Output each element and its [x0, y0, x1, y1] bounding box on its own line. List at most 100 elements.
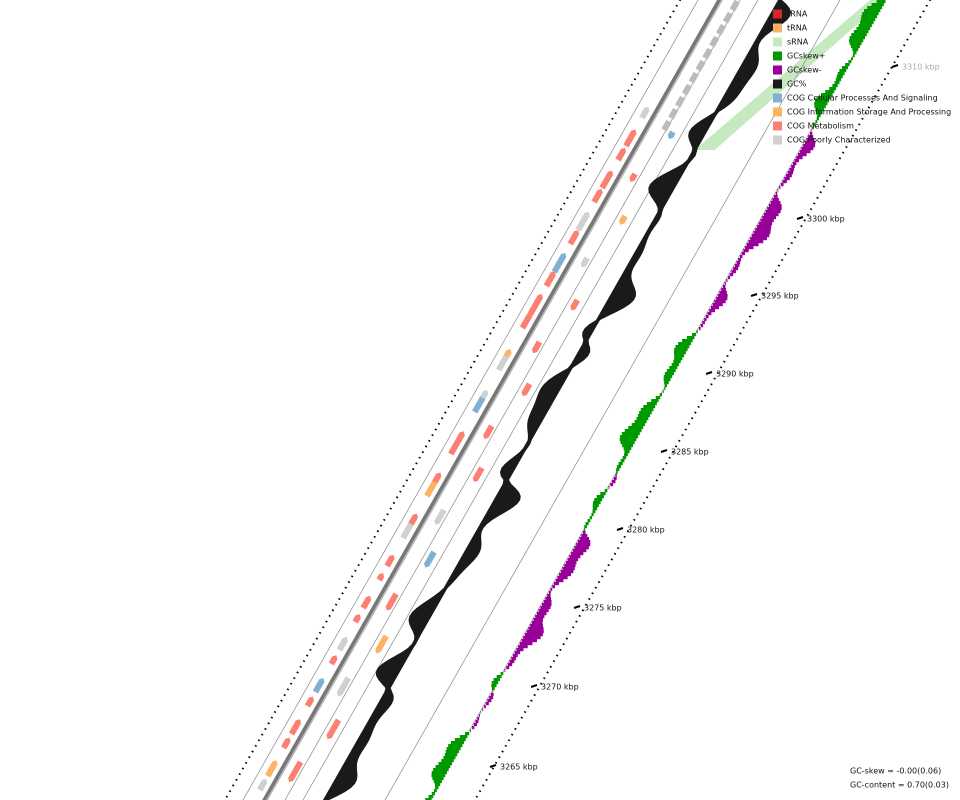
- gc-skew: [623, 447, 632, 451]
- gc-skew: [639, 411, 652, 415]
- gene: [288, 719, 302, 736]
- gc-skew: [678, 342, 691, 346]
- gc-skew: [721, 288, 726, 292]
- gc-skew: [518, 645, 528, 649]
- gene: [432, 472, 442, 484]
- gene: [336, 636, 348, 652]
- tick-label: 3280 kbp: [627, 526, 665, 535]
- gene: [304, 696, 315, 708]
- gene: [352, 614, 361, 624]
- gc-skew: [450, 741, 465, 745]
- gc-skew: [858, 24, 872, 28]
- ruler: [223, 0, 682, 800]
- gc-skew: [850, 45, 860, 49]
- tick-mark: [489, 764, 497, 768]
- gene: [480, 390, 489, 400]
- gc-skew: [809, 132, 813, 136]
- gc-skew: [550, 588, 553, 592]
- gc-skew: [664, 381, 669, 385]
- gc-skew: [738, 258, 741, 262]
- gene: [591, 188, 603, 204]
- gc-skew: [663, 375, 673, 379]
- gene: [385, 592, 399, 611]
- gc-skew: [729, 273, 734, 277]
- gc-skew: [513, 654, 518, 658]
- gc-skew: [637, 414, 651, 418]
- gc-skew: [622, 456, 627, 460]
- gc-skew: [757, 225, 772, 229]
- gc-skew: [816, 117, 819, 121]
- gene: [567, 230, 580, 246]
- gene: [360, 595, 372, 610]
- gene: [661, 119, 672, 132]
- gc-skew: [659, 393, 662, 397]
- gc-skew: [817, 96, 831, 100]
- tick-mark: [573, 605, 581, 609]
- gene: [702, 47, 713, 60]
- tick-mark: [750, 293, 758, 297]
- gc-skew: [789, 168, 794, 172]
- gc-skew: [482, 708, 484, 712]
- gc-skew: [434, 783, 441, 787]
- gc-skew: [624, 429, 642, 433]
- gc-skew: [734, 264, 740, 268]
- gc-skew: [616, 465, 622, 469]
- gc-skew: [475, 720, 479, 724]
- tick-label: 3265 kbp: [500, 763, 538, 772]
- gene: [424, 550, 437, 568]
- backbone-highlight: [266, 0, 723, 800]
- srna-band: [694, 0, 885, 150]
- gc-skew: [574, 546, 589, 550]
- gc-skew: [640, 408, 654, 412]
- gene: [716, 23, 727, 36]
- gc-skew: [801, 147, 814, 151]
- gc-skew: [610, 483, 614, 487]
- gene: [376, 573, 385, 582]
- gc-skew: [851, 33, 867, 37]
- gc-skew: [592, 504, 599, 508]
- gc-skew: [836, 75, 843, 79]
- gc-skew: [545, 597, 552, 601]
- gc-skew: [618, 462, 623, 466]
- gc-skew: [666, 369, 676, 373]
- gc-skew: [815, 108, 825, 112]
- gc-skew: [682, 339, 693, 343]
- gene: [570, 298, 580, 311]
- tick-mark: [705, 371, 713, 375]
- gc-skew: [564, 564, 576, 568]
- gc-skew: [848, 60, 852, 64]
- gc-skew: [465, 732, 470, 736]
- tick-mark: [616, 527, 624, 531]
- gc-skew: [553, 582, 559, 586]
- gc-skew: [803, 144, 816, 148]
- gene: [472, 394, 486, 414]
- gc-skew: [538, 609, 549, 613]
- gc-skew: [726, 279, 728, 283]
- gc-skew: [621, 432, 640, 436]
- gc-skew: [663, 378, 671, 382]
- gc-skew: [487, 699, 492, 703]
- track-line: [384, 0, 841, 800]
- gc-skew: [736, 261, 741, 265]
- gc-skew: [655, 396, 661, 400]
- gc-skew: [504, 669, 506, 673]
- gc-content: [323, 0, 792, 800]
- gc-skew: [797, 153, 807, 157]
- gc-skew: [816, 111, 823, 115]
- gc-skew: [622, 444, 633, 448]
- gc-skew: [592, 510, 596, 514]
- gc-skew: [779, 186, 781, 190]
- legend-label: GCskew-: [787, 66, 822, 75]
- gene: [681, 83, 693, 96]
- legend: rRNA tRNA sRNA GCskew+ GCskew- GC% COG Cellula…: [773, 9, 951, 145]
- tick-label: 3295 kbp: [761, 292, 799, 301]
- gene: [503, 349, 512, 358]
- gc-skew: [853, 51, 857, 55]
- gc-skew: [496, 675, 502, 679]
- legend-swatch: [773, 37, 782, 47]
- gene: [472, 466, 485, 482]
- legend-label: sRNA: [787, 38, 809, 47]
- gc-skew: [669, 366, 678, 370]
- legend-label: COG Poorly Characterized: [787, 136, 891, 145]
- gc-skew: [707, 312, 712, 316]
